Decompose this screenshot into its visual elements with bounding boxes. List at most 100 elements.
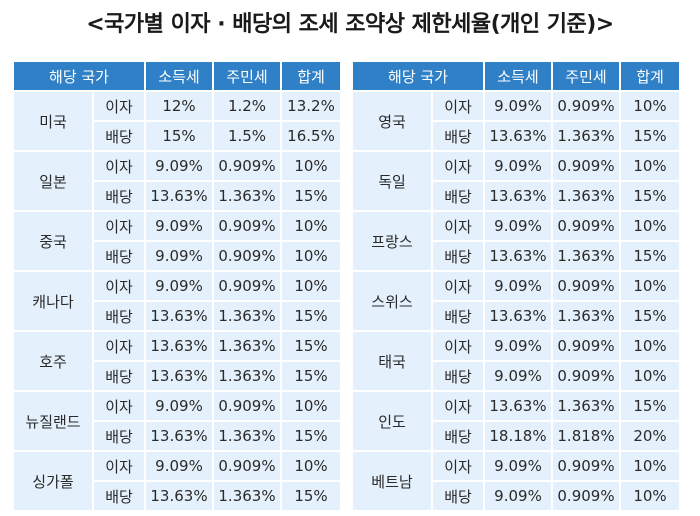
kind-cell: 배당	[433, 182, 483, 210]
kind-cell: 배당	[433, 362, 483, 390]
income-tax-cell: 9.09%	[485, 332, 551, 360]
total-cell: 10%	[621, 452, 679, 480]
resident-tax-cell: 1.5%	[214, 122, 280, 150]
table-row: 중국 이자 9.09% 0.909% 10%	[14, 212, 340, 270]
table-header-row: 해당 국가 소득세 주민세 합계	[14, 62, 340, 90]
total-cell: 20%	[621, 422, 679, 450]
header-income-tax: 소득세	[485, 62, 551, 90]
left-tax-table: 해당 국가 소득세 주민세 합계 미국 이자 12% 1.2% 13.2% 배당 15% 1.…	[12, 60, 342, 512]
income-tax-cell: 9.09%	[146, 212, 212, 240]
income-tax-cell: 13.63%	[146, 182, 212, 210]
resident-tax-cell: 1.818%	[553, 422, 619, 450]
country-cell: 인도	[353, 392, 431, 450]
income-tax-cell: 9.09%	[146, 392, 212, 420]
kind-cell: 배당	[94, 182, 144, 210]
resident-tax-cell: 0.909%	[214, 392, 280, 420]
resident-tax-cell: 1.2%	[214, 92, 280, 120]
resident-tax-cell: 0.909%	[553, 362, 619, 390]
resident-tax-cell: 0.909%	[553, 452, 619, 480]
income-tax-cell: 13.63%	[146, 332, 212, 360]
table-row: 배당 13.63% 1.363% 15%	[353, 182, 679, 210]
income-tax-cell: 9.09%	[485, 272, 551, 300]
table-row: 배당 13.63% 1.363% 15%	[14, 422, 340, 450]
resident-tax-cell: 1.363%	[214, 302, 280, 330]
country-cell: 스위스	[353, 272, 431, 330]
kind-cell: 배당	[94, 122, 144, 150]
total-cell: 15%	[282, 182, 340, 210]
country-cell: 미국	[14, 92, 92, 150]
kind-cell: 이자	[94, 152, 144, 180]
total-cell: 15%	[621, 302, 679, 330]
resident-tax-cell: 0.909%	[553, 92, 619, 120]
kind-cell: 이자	[433, 212, 483, 240]
resident-tax-cell: 1.363%	[214, 182, 280, 210]
kind-cell: 이자	[94, 212, 144, 240]
total-cell: 10%	[282, 212, 340, 240]
total-cell: 15%	[282, 362, 340, 390]
total-cell: 15%	[282, 302, 340, 330]
table-row: 태국 이자 9.09% 0.909% 10%	[353, 332, 679, 390]
income-tax-cell: 13.63%	[485, 182, 551, 210]
income-tax-cell: 9.09%	[485, 452, 551, 480]
resident-tax-cell: 1.363%	[214, 362, 280, 390]
table-row: 배당 13.63% 1.363% 15%	[14, 362, 340, 390]
table-row: 배당 13.63% 1.363% 15%	[353, 302, 679, 330]
income-tax-cell: 13.63%	[485, 242, 551, 270]
table-row: 일본 이자 9.09% 0.909% 10%	[14, 152, 340, 210]
income-tax-cell: 12%	[146, 92, 212, 120]
table-row: 배당 18.18% 1.818% 20%	[353, 422, 679, 450]
kind-cell: 이자	[433, 92, 483, 120]
resident-tax-cell: 0.909%	[214, 212, 280, 240]
resident-tax-cell: 0.909%	[553, 332, 619, 360]
resident-tax-cell: 1.363%	[214, 482, 280, 510]
header-resident-tax: 주민세	[214, 62, 280, 90]
income-tax-cell: 9.09%	[146, 242, 212, 270]
income-tax-cell: 13.63%	[146, 482, 212, 510]
header-country: 해당 국가	[353, 62, 483, 90]
total-cell: 10%	[282, 242, 340, 270]
resident-tax-cell: 0.909%	[553, 212, 619, 240]
kind-cell: 배당	[94, 242, 144, 270]
income-tax-cell: 18.18%	[485, 422, 551, 450]
resident-tax-cell: 0.909%	[553, 272, 619, 300]
resident-tax-cell: 0.909%	[214, 452, 280, 480]
table-row: 배당 13.63% 1.363% 15%	[14, 482, 340, 510]
income-tax-cell: 13.63%	[485, 302, 551, 330]
country-cell: 태국	[353, 332, 431, 390]
total-cell: 15%	[621, 182, 679, 210]
income-tax-cell: 9.09%	[146, 272, 212, 300]
kind-cell: 배당	[433, 422, 483, 450]
table-row: 배당 15% 1.5% 16.5%	[14, 122, 340, 150]
kind-cell: 배당	[94, 422, 144, 450]
kind-cell: 이자	[94, 452, 144, 480]
income-tax-cell: 9.09%	[146, 152, 212, 180]
table-row: 배당 9.09% 0.909% 10%	[14, 242, 340, 270]
income-tax-cell: 9.09%	[485, 482, 551, 510]
table-row: 배당 13.63% 1.363% 15%	[353, 242, 679, 270]
kind-cell: 배당	[433, 482, 483, 510]
total-cell: 10%	[621, 362, 679, 390]
total-cell: 10%	[621, 92, 679, 120]
total-cell: 10%	[282, 452, 340, 480]
kind-cell: 이자	[94, 272, 144, 300]
income-tax-cell: 13.63%	[146, 422, 212, 450]
total-cell: 15%	[621, 242, 679, 270]
table-row: 호주 이자 13.63% 1.363% 15%	[14, 332, 340, 390]
kind-cell: 배당	[94, 302, 144, 330]
total-cell: 10%	[621, 212, 679, 240]
country-cell: 독일	[353, 152, 431, 210]
country-cell: 중국	[14, 212, 92, 270]
resident-tax-cell: 1.363%	[214, 422, 280, 450]
income-tax-cell: 13.63%	[485, 122, 551, 150]
total-cell: 15%	[621, 122, 679, 150]
kind-cell: 이자	[433, 332, 483, 360]
total-cell: 10%	[282, 272, 340, 300]
country-cell: 뉴질랜드	[14, 392, 92, 450]
income-tax-cell: 13.63%	[485, 392, 551, 420]
income-tax-cell: 13.63%	[146, 302, 212, 330]
kind-cell: 이자	[433, 152, 483, 180]
total-cell: 10%	[282, 152, 340, 180]
total-cell: 10%	[621, 152, 679, 180]
kind-cell: 배당	[433, 122, 483, 150]
total-cell: 15%	[282, 332, 340, 360]
